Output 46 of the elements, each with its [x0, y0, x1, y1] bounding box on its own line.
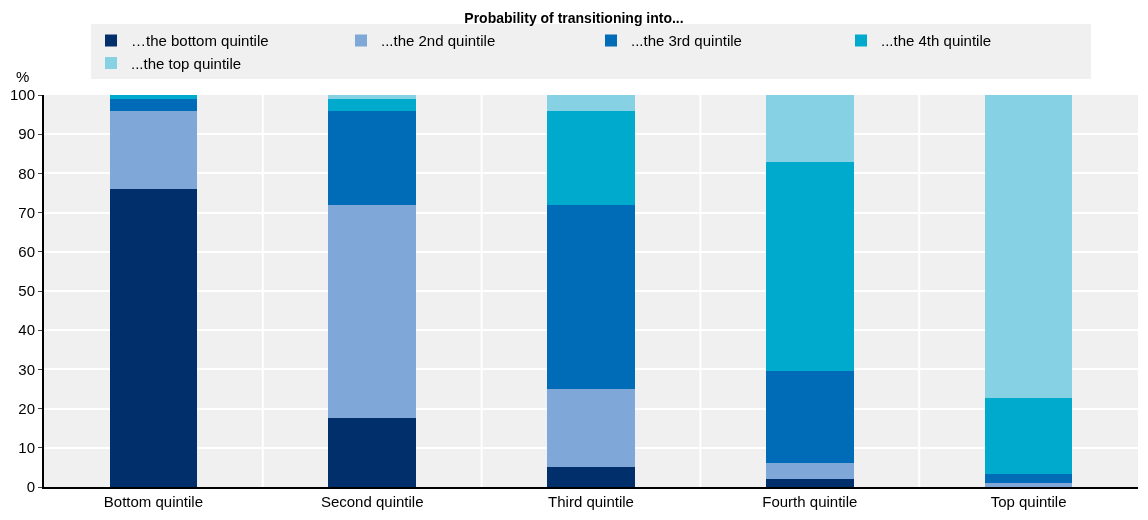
bar — [328, 98, 416, 111]
bar — [766, 161, 854, 372]
y-tick-label: 60 — [18, 243, 35, 261]
bar — [766, 95, 854, 162]
x-tick-label: Second quintile — [320, 493, 424, 510]
bar — [547, 389, 635, 468]
bar — [328, 95, 416, 99]
x-tick-label: Fourth quintile — [762, 493, 858, 510]
bar — [328, 110, 416, 205]
y-tick-label: 30 — [18, 360, 35, 378]
y-tick-label: 100 — [9, 86, 35, 104]
y-tick-label: 90 — [18, 125, 35, 143]
x-tick-label: Third quintile — [548, 493, 634, 510]
y-tick-label: 50 — [18, 282, 35, 300]
y-axis-title: % — [16, 68, 30, 85]
bar — [109, 98, 198, 111]
y-tick-label: 20 — [18, 399, 35, 417]
legend-label: ...the 3rd quintile — [631, 32, 742, 50]
bar — [984, 95, 1073, 399]
bar — [766, 463, 854, 480]
chart-title: Probability of transitioning into... — [464, 9, 684, 26]
y-tick-label: 80 — [18, 164, 35, 182]
bar — [766, 371, 854, 464]
bar — [547, 204, 635, 389]
bar — [109, 189, 198, 487]
legend-label: ...the 2nd quintile — [381, 32, 496, 50]
bar — [984, 482, 1073, 487]
bar — [547, 110, 635, 205]
legend-label: …the bottom quintile — [131, 32, 269, 50]
bar — [109, 95, 198, 99]
y-tick-label: 0 — [26, 478, 35, 496]
bar — [547, 467, 635, 487]
bar — [328, 204, 416, 419]
bar — [984, 474, 1073, 483]
x-tick-label: Bottom quintile — [103, 493, 204, 510]
legend-label: ...the top quintile — [131, 54, 242, 72]
y-tick-label: 40 — [18, 321, 35, 339]
legend-label: ...the 4th quintile — [881, 32, 992, 50]
y-tick-label: 10 — [18, 439, 35, 457]
bar — [984, 398, 1073, 475]
bar — [328, 418, 416, 487]
bar — [109, 110, 198, 190]
bar — [547, 95, 635, 111]
y-tick-label: 70 — [18, 203, 35, 221]
bar — [766, 479, 854, 487]
x-tick-label: Top quintile — [990, 493, 1067, 510]
